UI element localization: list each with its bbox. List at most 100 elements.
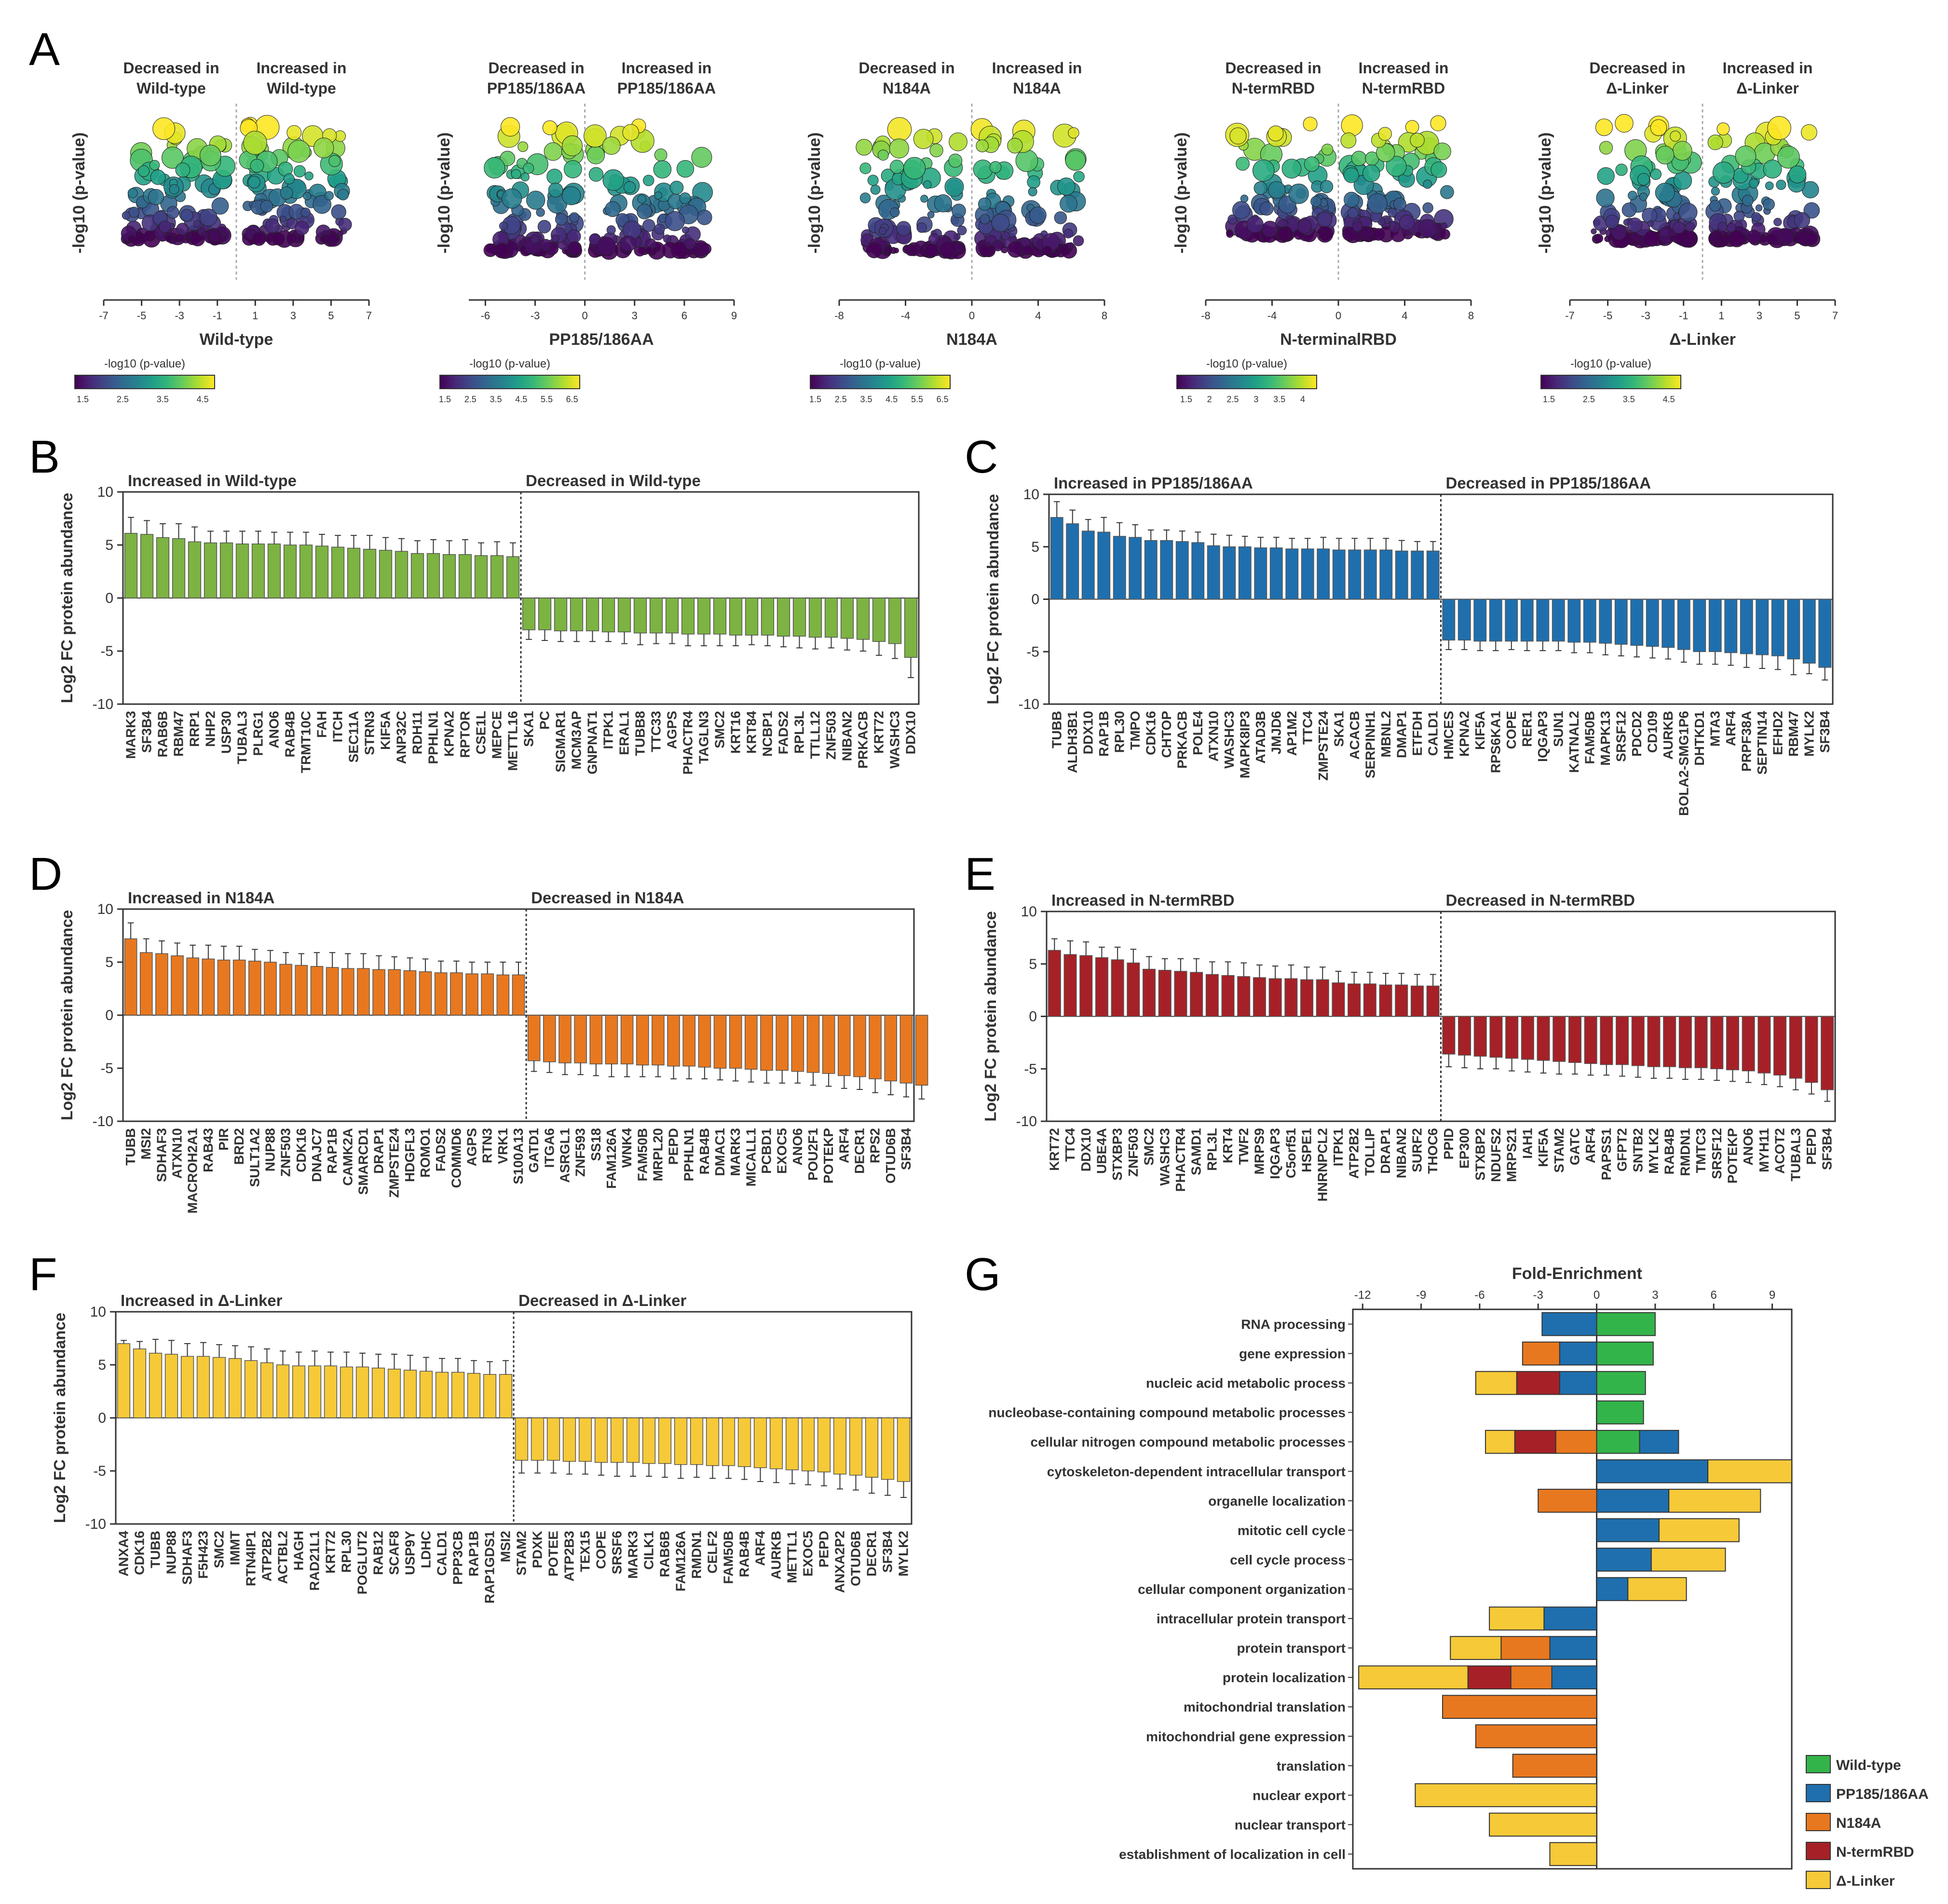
- category-label: protein localization: [1223, 1670, 1346, 1685]
- bar: [531, 1417, 545, 1461]
- bar-segment: [1668, 1489, 1761, 1513]
- category-label: FAM126A: [604, 1128, 619, 1189]
- category-label: CILK1: [641, 1531, 656, 1570]
- bar: [149, 1353, 163, 1418]
- volcano-point: [991, 214, 1010, 232]
- bar: [636, 1015, 649, 1066]
- bar: [674, 1417, 688, 1465]
- bar: [188, 541, 202, 598]
- category-label: SKA1: [521, 711, 536, 747]
- volcano-point: [1007, 241, 1024, 258]
- volcano-point: [1347, 207, 1359, 218]
- bar: [562, 1417, 576, 1462]
- volcano-point: [588, 167, 604, 182]
- bar: [1410, 985, 1424, 1017]
- category-label: ASRGL1: [557, 1128, 572, 1183]
- volcano-point: [250, 159, 264, 173]
- bar: [1726, 1016, 1739, 1071]
- category-label: COPE: [594, 1531, 609, 1569]
- bar: [331, 546, 345, 598]
- bar-segment: [1489, 1812, 1597, 1837]
- category-label: MCM3AP: [569, 711, 584, 769]
- category-label: ITPK1: [601, 711, 616, 749]
- category-label: EFHD2: [1770, 711, 1785, 755]
- category-label: KRT4: [1220, 1128, 1235, 1164]
- bar: [1553, 1016, 1566, 1062]
- category-label: TTC4: [1063, 1128, 1077, 1162]
- bar: [403, 970, 417, 1016]
- bar: [515, 1417, 529, 1461]
- x-tick-label: 3: [1652, 1289, 1658, 1302]
- category-label: PPHLN1: [426, 711, 441, 764]
- bar: [626, 1417, 640, 1463]
- category-label: RPL3L: [1204, 1128, 1219, 1171]
- category-label: RAB6B: [657, 1531, 672, 1577]
- category-label: DNAJC7: [309, 1128, 324, 1182]
- volcano-point: [1678, 203, 1698, 222]
- category-label: RAB4B: [697, 1128, 712, 1174]
- volcano-point: [949, 132, 967, 151]
- volcano-point: [200, 144, 221, 166]
- bar: [706, 1417, 720, 1466]
- volcano-point: [893, 247, 899, 254]
- x-tick-label: 0: [1594, 1289, 1600, 1302]
- volcano-header-left-2: Wild-type: [136, 80, 206, 97]
- bar: [324, 1365, 338, 1418]
- bar-segment: [1596, 1577, 1629, 1601]
- colorbar-tick-label: 1.5: [1180, 394, 1192, 404]
- category-label: RMDN1: [689, 1531, 704, 1579]
- bar: [212, 1357, 226, 1418]
- volcano-point: [1297, 219, 1312, 234]
- bar: [760, 1015, 773, 1071]
- colorbar-tick-label: 5.5: [541, 394, 553, 404]
- y-tick-label: -5: [100, 1061, 113, 1076]
- x-tick-label: 9: [1769, 1289, 1775, 1302]
- volcano-point: [1599, 141, 1613, 155]
- category-label: VRK1: [495, 1128, 510, 1164]
- volcano-point: [887, 117, 912, 142]
- category-label: MYH11: [1757, 1128, 1771, 1172]
- volcano-point: [1765, 181, 1774, 190]
- volcano-point: [1726, 223, 1736, 232]
- bar: [745, 1015, 758, 1070]
- category-label: SKA1: [1331, 711, 1346, 747]
- volcano-point: [327, 233, 337, 243]
- volcano-point: [890, 160, 904, 174]
- category-label: translation: [1277, 1758, 1346, 1773]
- legend-label: N184A: [1836, 1815, 1881, 1831]
- colorbar-tick-label: 4.5: [1663, 394, 1675, 404]
- bar: [156, 537, 170, 598]
- category-label: SDHAF3: [180, 1531, 195, 1585]
- volcano-point: [1440, 229, 1450, 240]
- bar: [1285, 548, 1299, 600]
- category-label: ATP2B2: [259, 1531, 274, 1581]
- volcano-point: [202, 231, 208, 238]
- category-label: ITPK1: [1331, 1128, 1346, 1166]
- volcano-point: [1054, 211, 1067, 224]
- category-label: ARF4: [1723, 711, 1738, 747]
- volcano-point: [586, 146, 605, 164]
- category-label: KPNA2: [1457, 711, 1471, 757]
- bar: [1708, 598, 1722, 652]
- bar: [474, 555, 488, 598]
- category-label: RAP1B: [325, 1128, 340, 1174]
- volcano-point: [976, 139, 989, 152]
- category-label: PPID: [1441, 1128, 1456, 1159]
- bar: [817, 1417, 831, 1472]
- bar: [884, 1015, 898, 1082]
- category-label: CALD1: [1425, 711, 1440, 756]
- bar: [865, 1417, 879, 1478]
- category-label: KPNA2: [442, 711, 457, 757]
- bar: [1616, 1016, 1629, 1065]
- y-axis-label: Log2 FC protein abundance: [58, 910, 76, 1120]
- panel-label-a: A: [29, 24, 60, 75]
- category-label: NUP88: [164, 1531, 179, 1574]
- bar: [372, 969, 385, 1016]
- category-label: FAM126A: [673, 1531, 688, 1591]
- bar: [1693, 598, 1706, 652]
- category-label: ZNF503: [1126, 1128, 1141, 1177]
- bar: [658, 1417, 672, 1464]
- colorbar-tick-label: 3.5: [1623, 394, 1635, 404]
- volcano-point: [331, 204, 346, 220]
- volcano-point: [1644, 231, 1660, 247]
